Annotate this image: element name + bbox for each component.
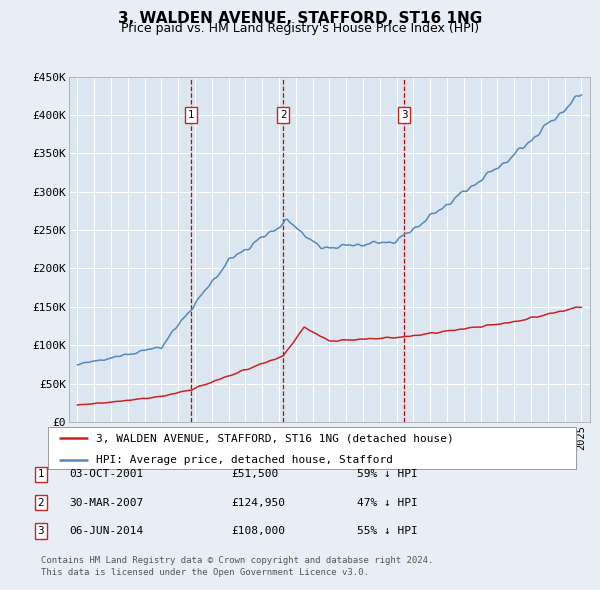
Text: 47% ↓ HPI: 47% ↓ HPI xyxy=(357,498,418,507)
Text: 2: 2 xyxy=(280,110,287,120)
Text: Contains HM Land Registry data © Crown copyright and database right 2024.: Contains HM Land Registry data © Crown c… xyxy=(41,556,433,565)
Text: 06-JUN-2014: 06-JUN-2014 xyxy=(69,526,143,536)
Text: 03-OCT-2001: 03-OCT-2001 xyxy=(69,470,143,479)
Text: 30-MAR-2007: 30-MAR-2007 xyxy=(69,498,143,507)
Text: 3, WALDEN AVENUE, STAFFORD, ST16 1NG: 3, WALDEN AVENUE, STAFFORD, ST16 1NG xyxy=(118,11,482,25)
Text: 55% ↓ HPI: 55% ↓ HPI xyxy=(357,526,418,536)
Text: £108,000: £108,000 xyxy=(231,526,285,536)
Text: 1: 1 xyxy=(187,110,194,120)
Text: Price paid vs. HM Land Registry's House Price Index (HPI): Price paid vs. HM Land Registry's House … xyxy=(121,22,479,35)
Text: 2: 2 xyxy=(37,498,44,507)
Text: 3: 3 xyxy=(401,110,407,120)
Text: HPI: Average price, detached house, Stafford: HPI: Average price, detached house, Staf… xyxy=(95,455,392,465)
Text: 3: 3 xyxy=(37,526,44,536)
Text: 1: 1 xyxy=(37,470,44,479)
Text: 3, WALDEN AVENUE, STAFFORD, ST16 1NG (detached house): 3, WALDEN AVENUE, STAFFORD, ST16 1NG (de… xyxy=(95,434,453,444)
Text: This data is licensed under the Open Government Licence v3.0.: This data is licensed under the Open Gov… xyxy=(41,568,368,577)
Text: 59% ↓ HPI: 59% ↓ HPI xyxy=(357,470,418,479)
Text: £124,950: £124,950 xyxy=(231,498,285,507)
Text: £51,500: £51,500 xyxy=(231,470,278,479)
